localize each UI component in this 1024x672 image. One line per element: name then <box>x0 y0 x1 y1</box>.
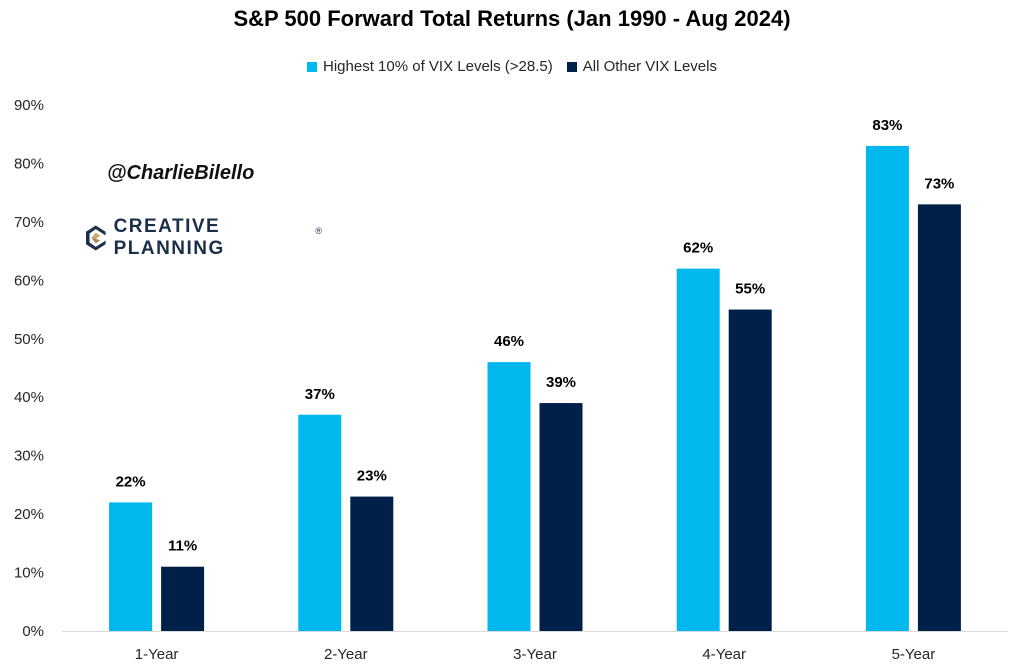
y-tick-label: 50% <box>14 331 44 348</box>
x-category-label: 5-Year <box>892 646 936 663</box>
legend: Highest 10% of VIX Levels (>28.5) All Ot… <box>0 58 1024 75</box>
data-label: 39% <box>546 374 576 391</box>
bar-other-vix <box>350 496 394 631</box>
bar-high-vix <box>676 268 720 631</box>
data-label: 62% <box>683 240 713 257</box>
data-label: 55% <box>735 281 765 298</box>
data-label: 73% <box>924 175 954 192</box>
chart-title: S&P 500 Forward Total Returns (Jan 1990 … <box>233 6 791 31</box>
bar-other-vix <box>917 204 961 631</box>
bar-high-vix <box>298 414 342 631</box>
legend-swatch-high-vix <box>307 61 318 72</box>
bar-other-vix <box>728 309 772 631</box>
y-tick-label: 80% <box>14 155 44 172</box>
creative-planning-logo: CREATIVE PLANNING ® <box>82 214 322 262</box>
data-label: 83% <box>872 117 902 134</box>
legend-swatch-other-vix <box>566 61 577 72</box>
y-tick-label: 60% <box>14 272 44 289</box>
watermark-handle: @CharlieBilello <box>107 162 255 184</box>
bar-high-vix <box>865 145 909 631</box>
x-category-label: 1-Year <box>135 646 179 663</box>
x-category-label: 4-Year <box>702 646 746 663</box>
legend-label-other-vix: All Other VIX Levels <box>582 58 717 75</box>
x-category-label: 2-Year <box>324 646 368 663</box>
data-label: 22% <box>116 473 146 490</box>
y-tick-label: 30% <box>14 448 44 465</box>
y-tick-label: 20% <box>14 506 44 523</box>
bar-high-vix <box>109 502 153 631</box>
legend-label-high-vix: Highest 10% of VIX Levels (>28.5) <box>323 58 553 75</box>
data-label: 11% <box>168 538 197 555</box>
y-tick-label: 0% <box>22 623 44 640</box>
data-label: 37% <box>305 386 335 403</box>
data-label: 46% <box>494 333 524 350</box>
y-tick-label: 40% <box>14 389 44 406</box>
bar-other-vix <box>539 403 583 631</box>
y-tick-label: 10% <box>14 565 44 582</box>
y-tick-label: 90% <box>14 97 44 114</box>
x-category-label: 3-Year <box>513 646 557 663</box>
bar-high-vix <box>487 362 531 631</box>
legend-entry-other-vix: All Other VIX Levels <box>566 58 717 75</box>
logo-registered-mark: ® <box>315 226 322 236</box>
logo-text: CREATIVE PLANNING <box>113 216 225 259</box>
y-tick-label: 70% <box>14 214 44 231</box>
logo-icon <box>86 225 106 251</box>
legend-entry-high-vix: Highest 10% of VIX Levels (>28.5) <box>307 58 553 75</box>
bar-other-vix <box>161 566 205 631</box>
data-label: 23% <box>357 468 387 485</box>
